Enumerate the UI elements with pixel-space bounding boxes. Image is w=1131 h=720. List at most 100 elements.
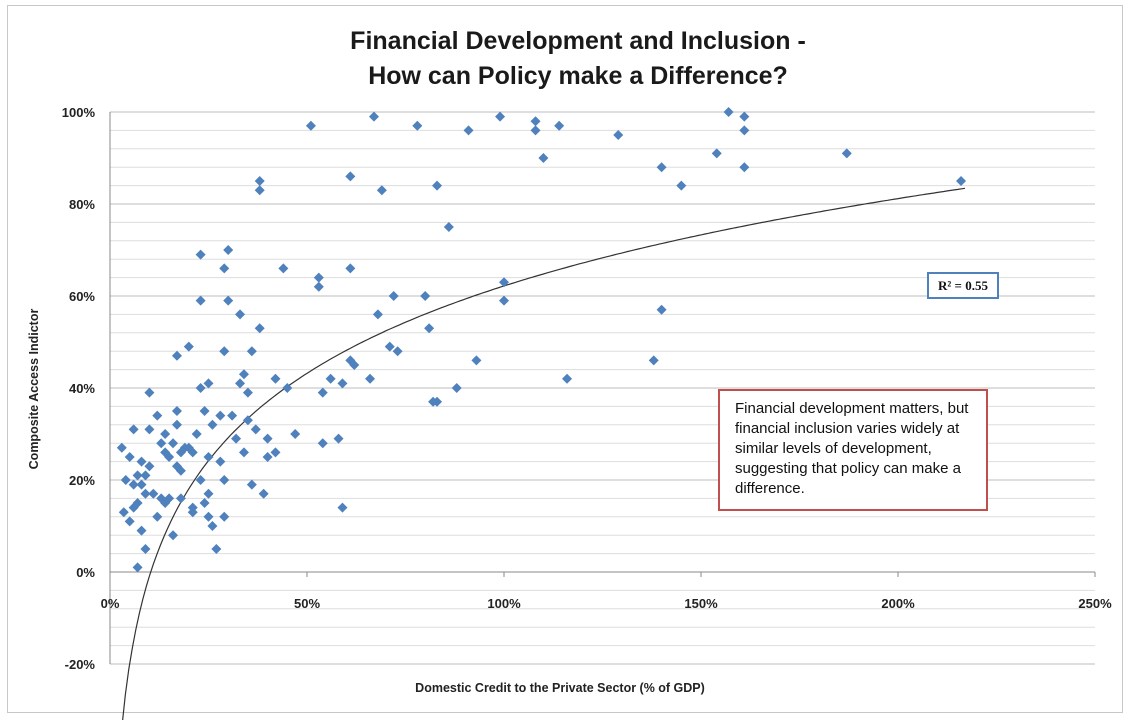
data-point	[171, 406, 182, 416]
data-point	[648, 355, 659, 366]
x-tick-label: 250%	[1078, 596, 1112, 611]
data-point	[372, 309, 383, 320]
y-tick-label: 0%	[76, 565, 95, 580]
data-point	[203, 378, 214, 389]
data-point	[246, 479, 257, 490]
data-point	[262, 433, 273, 444]
data-point	[175, 493, 186, 504]
data-point	[443, 222, 454, 232]
data-point	[195, 383, 206, 393]
y-axis-label: Composite Access Indictor	[27, 309, 41, 470]
data-point	[152, 511, 163, 522]
data-point	[144, 461, 155, 472]
data-point	[278, 263, 289, 274]
chart-title-line-2: How can Policy make a Difference?	[368, 62, 788, 90]
data-point	[140, 488, 151, 499]
data-point	[337, 378, 348, 389]
data-point	[223, 295, 234, 306]
data-point	[290, 429, 301, 439]
y-tick-label: 100%	[62, 105, 96, 120]
data-point	[562, 373, 573, 384]
data-point	[128, 479, 139, 490]
data-point	[116, 442, 127, 453]
data-point	[388, 291, 399, 301]
data-point	[242, 387, 253, 398]
data-point	[136, 456, 147, 467]
data-point	[148, 488, 159, 499]
data-point	[195, 475, 206, 485]
y-tick-label: 60%	[69, 289, 95, 304]
data-point	[203, 488, 214, 499]
data-point	[368, 111, 379, 122]
data-point	[471, 355, 482, 366]
data-point	[345, 263, 356, 274]
data-point	[227, 410, 238, 421]
data-point	[203, 452, 214, 462]
data-point	[530, 116, 541, 127]
data-point	[132, 562, 143, 573]
data-point	[211, 544, 222, 554]
data-point	[199, 406, 210, 416]
data-point	[337, 502, 348, 513]
data-point	[499, 295, 509, 306]
data-point	[144, 424, 155, 435]
data-point	[136, 479, 147, 490]
x-tick-label: 200%	[881, 596, 915, 611]
data-point	[219, 346, 230, 357]
data-point	[156, 438, 167, 449]
data-point	[412, 120, 423, 131]
x-tick-label: 100%	[487, 596, 521, 611]
data-point	[152, 410, 163, 421]
data-point	[656, 162, 667, 173]
data-point	[215, 456, 226, 467]
data-point	[140, 470, 151, 481]
x-tick-labels: 0% 50% 100% 150% 200% 250%	[101, 596, 1112, 611]
data-point	[187, 447, 198, 458]
data-point	[124, 452, 135, 462]
data-point	[432, 396, 443, 407]
data-point	[258, 488, 269, 499]
data-point	[195, 249, 206, 260]
data-point	[333, 433, 344, 444]
data-point	[424, 323, 435, 334]
data-point	[219, 475, 230, 485]
data-point	[168, 438, 179, 449]
data-point	[128, 424, 139, 435]
data-point	[171, 419, 182, 430]
data-point	[956, 176, 967, 186]
data-point	[168, 530, 179, 541]
data-point	[223, 245, 234, 255]
data-point	[711, 148, 722, 159]
data-point	[676, 180, 687, 191]
data-point	[739, 111, 750, 122]
data-point	[499, 277, 509, 288]
data-point	[656, 304, 667, 315]
data-point	[235, 378, 246, 389]
data-point	[495, 111, 506, 122]
data-point	[270, 373, 281, 384]
data-point	[254, 176, 265, 186]
data-point	[120, 475, 131, 485]
data-point	[238, 369, 249, 380]
data-point	[191, 429, 202, 439]
data-point	[242, 415, 253, 426]
data-point	[841, 148, 852, 159]
data-point	[420, 291, 431, 301]
x-axis-label: Domestic Credit to the Private Sector (%…	[415, 681, 705, 695]
data-point	[215, 410, 226, 421]
data-point	[530, 125, 541, 136]
y-tick-label: 80%	[69, 197, 95, 212]
data-point	[246, 346, 257, 357]
trendline	[122, 187, 966, 720]
data-point	[203, 511, 214, 522]
data-point	[144, 387, 155, 398]
x-tick-label: 0%	[101, 596, 120, 611]
data-point	[538, 153, 549, 163]
y-tick-label: 20%	[69, 473, 95, 488]
data-point	[231, 433, 242, 444]
data-point	[317, 387, 328, 398]
data-point	[254, 185, 265, 196]
data-point	[317, 438, 328, 449]
data-point	[219, 511, 230, 522]
